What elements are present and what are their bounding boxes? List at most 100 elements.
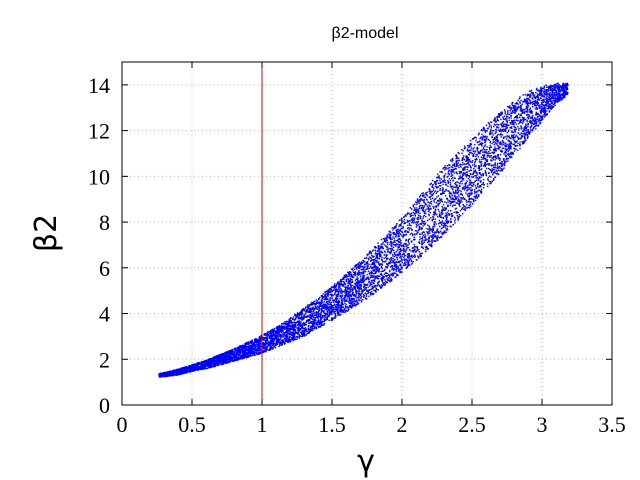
scatter-point [444, 183, 447, 186]
scatter-point [444, 231, 446, 234]
scatter-point [431, 179, 434, 182]
scatter-point [445, 231, 447, 233]
scatter-point [463, 189, 466, 191]
scatter-point [513, 121, 515, 123]
scatter-point [391, 227, 393, 229]
scatter-point [444, 208, 446, 210]
scatter-point [497, 120, 499, 122]
scatter-point [419, 217, 421, 219]
scatter-point [336, 293, 339, 295]
scatter-point [491, 180, 493, 182]
scatter-point [539, 110, 541, 112]
scatter-point [285, 322, 287, 324]
scatter-point [566, 92, 569, 94]
scatter-point [361, 272, 363, 274]
scatter-point [525, 132, 528, 134]
scatter-point [342, 281, 345, 283]
scatter-point [297, 335, 299, 337]
scatter-point [336, 309, 339, 312]
scatter-point [337, 290, 340, 293]
scatter-point [398, 230, 400, 232]
scatter-point [538, 120, 540, 122]
scatter-point [448, 194, 451, 197]
scatter-point [553, 103, 555, 106]
scatter-point [469, 165, 471, 167]
scatter-point [450, 171, 452, 173]
scatter-point [441, 200, 443, 202]
scatter-point [405, 245, 407, 248]
scatter-point [392, 229, 394, 231]
scatter-point [454, 177, 456, 179]
scatter-point [499, 167, 501, 169]
scatter-point [403, 223, 405, 225]
scatter-point [227, 362, 229, 364]
scatter-point [554, 99, 556, 101]
scatter-point [290, 321, 293, 323]
scatter-point [511, 134, 513, 136]
scatter-point [482, 178, 485, 181]
scatter-point [345, 274, 347, 276]
scatter-point [337, 293, 340, 295]
scatter-point [354, 268, 356, 271]
scatter-point [436, 205, 438, 207]
scatter-point [534, 121, 536, 123]
scatter-point [376, 260, 378, 262]
scatter-point [269, 346, 271, 349]
scatter-point [437, 177, 440, 179]
scatter-point [521, 111, 524, 113]
scatter-point [443, 180, 445, 182]
scatter-point [455, 160, 458, 162]
scatter-point [404, 215, 406, 218]
scatter-point [428, 236, 431, 238]
scatter-point [497, 133, 499, 136]
scatter-point [259, 340, 261, 343]
scatter-point [411, 219, 413, 221]
scatter-point [411, 234, 414, 237]
scatter-point [371, 281, 373, 283]
scatter-point [490, 127, 493, 129]
scatter-point [461, 178, 463, 180]
scatter-point [408, 243, 410, 245]
scatter-point [429, 228, 432, 230]
scatter-point [362, 299, 364, 301]
scatter-point [304, 323, 307, 326]
scatter-point [451, 205, 454, 208]
scatter-point [486, 149, 488, 151]
scatter-point [325, 293, 327, 295]
scatter-point [416, 246, 419, 248]
scatter-point [474, 165, 476, 168]
scatter-point [422, 207, 424, 209]
scatter-point [309, 307, 311, 309]
scatter-point [288, 332, 290, 335]
scatter-point [475, 159, 477, 161]
scatter-point [380, 246, 383, 248]
scatter-point [398, 224, 401, 226]
scatter-point [317, 316, 320, 318]
scatter-point [402, 264, 405, 267]
scatter-point [524, 135, 526, 137]
scatter-point [433, 187, 435, 189]
scatter-point [477, 167, 480, 169]
scatter-point [382, 243, 384, 245]
scatter-point [465, 181, 467, 184]
scatter-point [457, 165, 459, 167]
scatter-point [501, 143, 503, 145]
scatter-point [536, 102, 538, 105]
scatter-point [380, 238, 383, 241]
scatter-point [347, 278, 349, 280]
scatter-point [400, 243, 402, 245]
scatter-point [321, 309, 323, 311]
scatter-point [456, 164, 459, 166]
scatter-point [400, 219, 402, 221]
scatter-point [415, 259, 417, 261]
scatter-point [401, 255, 403, 258]
scatter-point [497, 139, 499, 141]
scatter-point [423, 212, 426, 215]
scatter-point [345, 288, 347, 290]
scatter-point [434, 190, 437, 192]
scatter-point [451, 185, 454, 188]
scatter-point [469, 205, 472, 207]
scatter-point [396, 229, 398, 231]
scatter-point [262, 339, 264, 341]
scatter-point [296, 338, 298, 340]
